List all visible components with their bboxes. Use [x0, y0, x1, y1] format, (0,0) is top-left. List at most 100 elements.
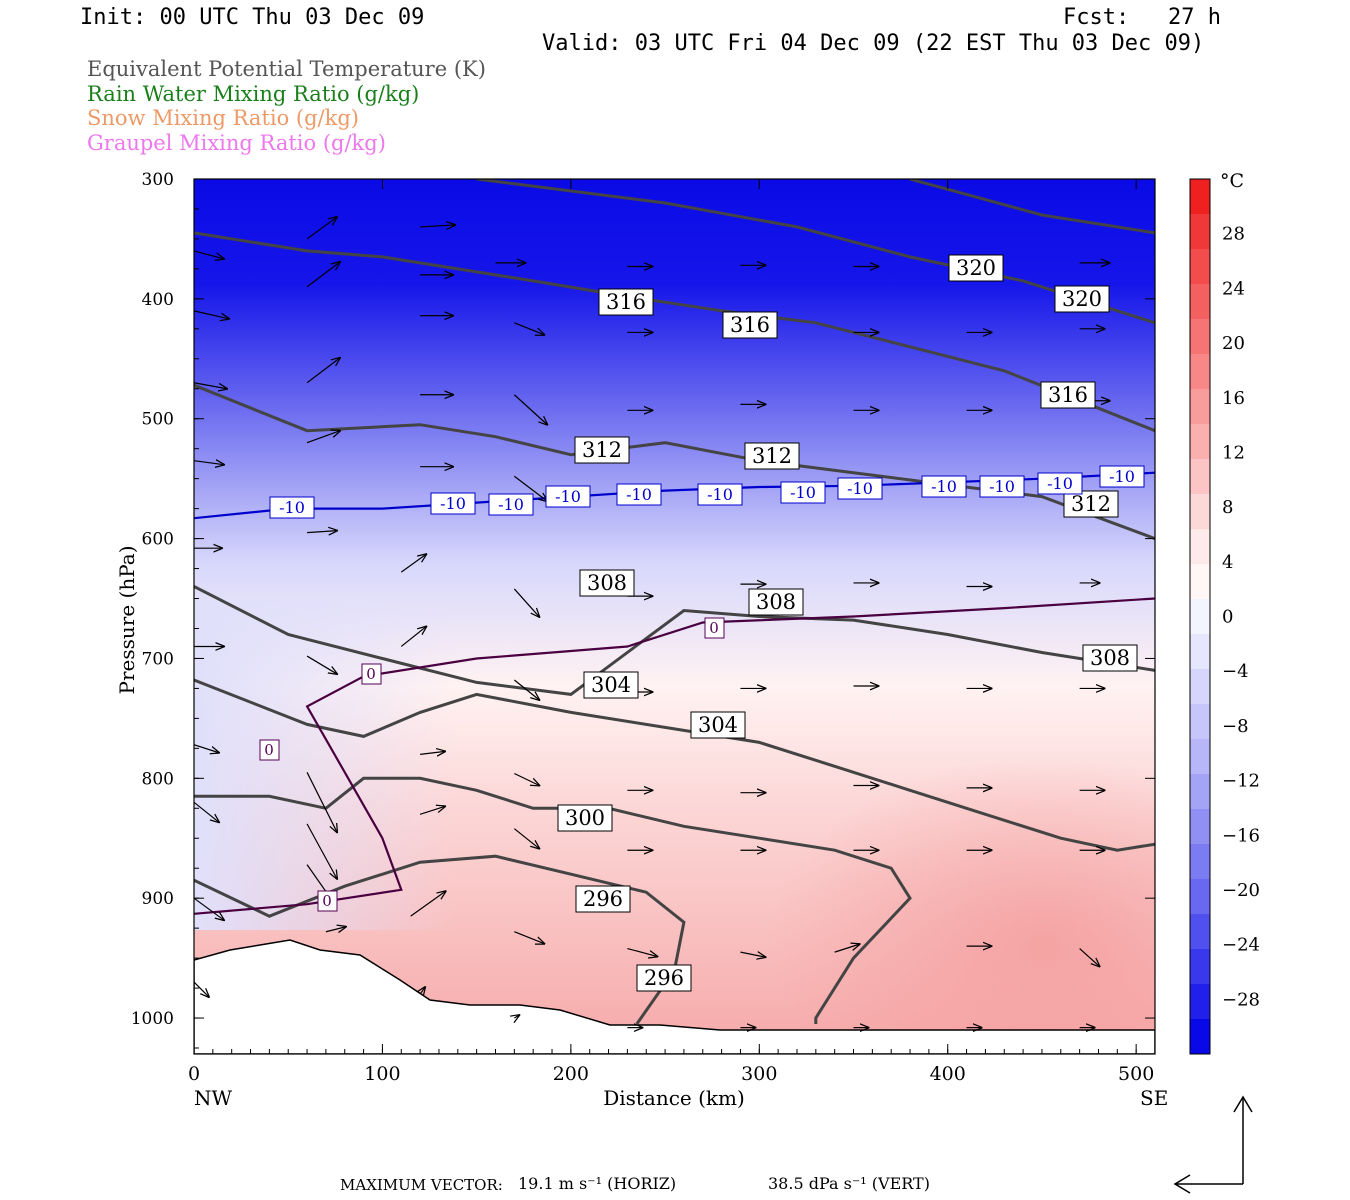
- wind-vector: [194, 744, 219, 753]
- theta-e-label-308: 308: [1082, 644, 1138, 672]
- colorbar-swatch: [1190, 284, 1210, 320]
- svg-text:0: 0: [366, 665, 376, 683]
- colorbar-swatch: [1190, 564, 1210, 600]
- wind-vector: [306, 431, 340, 444]
- wind-vector: [514, 322, 544, 335]
- svg-text:-10: -10: [790, 483, 816, 502]
- wind-vector: [194, 382, 227, 389]
- wind-vector: [194, 897, 224, 920]
- colorbar-swatch: [1190, 494, 1210, 530]
- legend-graupel: Graupel Mixing Ratio (g/kg): [87, 131, 386, 155]
- wind-vector: [513, 394, 547, 425]
- svg-text:316: 316: [606, 290, 646, 314]
- isotherm-label-zero: 0: [704, 617, 725, 639]
- terrain: [194, 939, 1155, 1054]
- x-axis-label: Distance (km): [603, 1086, 745, 1110]
- svg-text:0: 0: [709, 619, 719, 637]
- svg-text:-10: -10: [498, 495, 524, 514]
- svg-text:-10: -10: [707, 485, 733, 504]
- colorbar-swatch: [1190, 844, 1210, 880]
- colorbar-swatch: [1190, 774, 1210, 810]
- isotherm-label-minus10: -10: [1037, 472, 1083, 495]
- theta-e-label-304: 304: [690, 711, 746, 739]
- x-tick-label: 500: [1118, 1063, 1154, 1085]
- wind-vector: [306, 655, 337, 674]
- colorbar-swatch: [1190, 599, 1210, 635]
- wind-vector: [306, 262, 340, 288]
- theta-e-label-312: 312: [574, 436, 630, 464]
- svg-text:296: 296: [644, 966, 684, 990]
- theta-e-contour-308: [194, 585, 1155, 696]
- forecast-label: Fcst:: [1063, 5, 1130, 30]
- svg-text:-10: -10: [440, 494, 466, 513]
- theta-e-contour-296: [194, 854, 686, 1025]
- max-vector-vert: 38.5 dPa s⁻¹ (VERT): [768, 1174, 930, 1193]
- theta-e-label-308: 308: [579, 569, 635, 597]
- wind-vector: [420, 225, 455, 227]
- plot-frame: [193, 178, 1156, 1055]
- isotherm-label-zero: 0: [317, 890, 338, 912]
- theta-e-label-320: 320: [948, 254, 1004, 282]
- colorbar-swatch: [1190, 634, 1210, 670]
- svg-text:316: 316: [1048, 383, 1088, 407]
- svg-text:296: 296: [583, 887, 623, 911]
- y-axis-label: Pressure (hPa): [115, 546, 139, 695]
- svg-text:312: 312: [582, 438, 622, 462]
- y-tick-label: 700: [142, 649, 174, 669]
- svg-text:-10: -10: [931, 477, 957, 496]
- colorbar-label: 8: [1222, 497, 1233, 518]
- wind-vector: [420, 987, 425, 994]
- x-axis-left-end: NW: [194, 1086, 233, 1110]
- y-tick-label: 1000: [131, 1009, 174, 1029]
- colorbar-swatch: [1190, 949, 1210, 985]
- colorbar-swatch: [1190, 669, 1210, 705]
- svg-text:300: 300: [565, 806, 605, 830]
- y-tick-label: 800: [142, 769, 174, 789]
- svg-text:308: 308: [1090, 646, 1130, 670]
- wind-vector: [410, 891, 446, 917]
- colorbar-swatch: [1190, 879, 1210, 915]
- isotherm-label-minus10: -10: [545, 485, 591, 508]
- isotherm-zero: [194, 597, 1155, 915]
- wind-vector: [834, 944, 860, 953]
- colorbar-label: 20: [1222, 333, 1245, 354]
- theta-e-contour-300: [194, 776, 912, 1024]
- legend-snow: Snow Mixing Ratio (g/kg): [87, 106, 359, 130]
- freezing-labels: 0 0 0 0: [259, 617, 725, 912]
- y-tick-label: 900: [142, 889, 174, 909]
- colorbar-swatch: [1190, 424, 1210, 460]
- colorbar-label: −4: [1222, 661, 1249, 682]
- colorbar-label: 16: [1222, 388, 1245, 409]
- isotherm-label-zero: 0: [361, 663, 382, 685]
- x-axis-right-end: SE: [1140, 1086, 1168, 1110]
- wind-vector: [400, 626, 426, 647]
- wind-vector: [513, 588, 539, 617]
- theta-e-label-296: 296: [575, 885, 631, 913]
- theta-e-label-312: 312: [1063, 490, 1119, 518]
- wind-vector: [194, 310, 229, 319]
- theta-e-label-304: 304: [583, 671, 639, 699]
- colorbar-swatch: [1190, 809, 1210, 845]
- isotherm-label-minus10: -10: [488, 493, 534, 516]
- wind-vector: [420, 751, 445, 754]
- wind-vector: [306, 823, 337, 879]
- colorbar-swatch: [1190, 984, 1210, 1020]
- colorbar-swatch: [1190, 179, 1210, 215]
- y-tick-label: 300: [142, 170, 174, 190]
- theta-e-label-320: 320: [1054, 285, 1110, 313]
- wind-vector: [627, 947, 657, 957]
- colorbar: 28 24 20 16 12 8 4 0 −4 −8 −12 −16 −20 −24 −28: [1189, 178, 1260, 1055]
- x-tick-label: 400: [930, 1063, 966, 1085]
- max-vector-horiz: 19.1 m s⁻¹ (HORIZ): [518, 1174, 677, 1193]
- isotherm-label-minus10: -10: [616, 483, 662, 506]
- colorbar-swatch: [1190, 354, 1210, 390]
- y-tick-label: 600: [142, 530, 174, 550]
- theta-e-label-296: 296: [636, 964, 692, 992]
- svg-text:-10: -10: [989, 477, 1015, 496]
- wind-vector: [306, 358, 340, 384]
- x-tick-label: 100: [364, 1063, 400, 1085]
- isotherm-label-minus10: -10: [430, 492, 476, 515]
- colorbar-label: −16: [1222, 825, 1260, 846]
- colorbar-label: 28: [1222, 224, 1245, 245]
